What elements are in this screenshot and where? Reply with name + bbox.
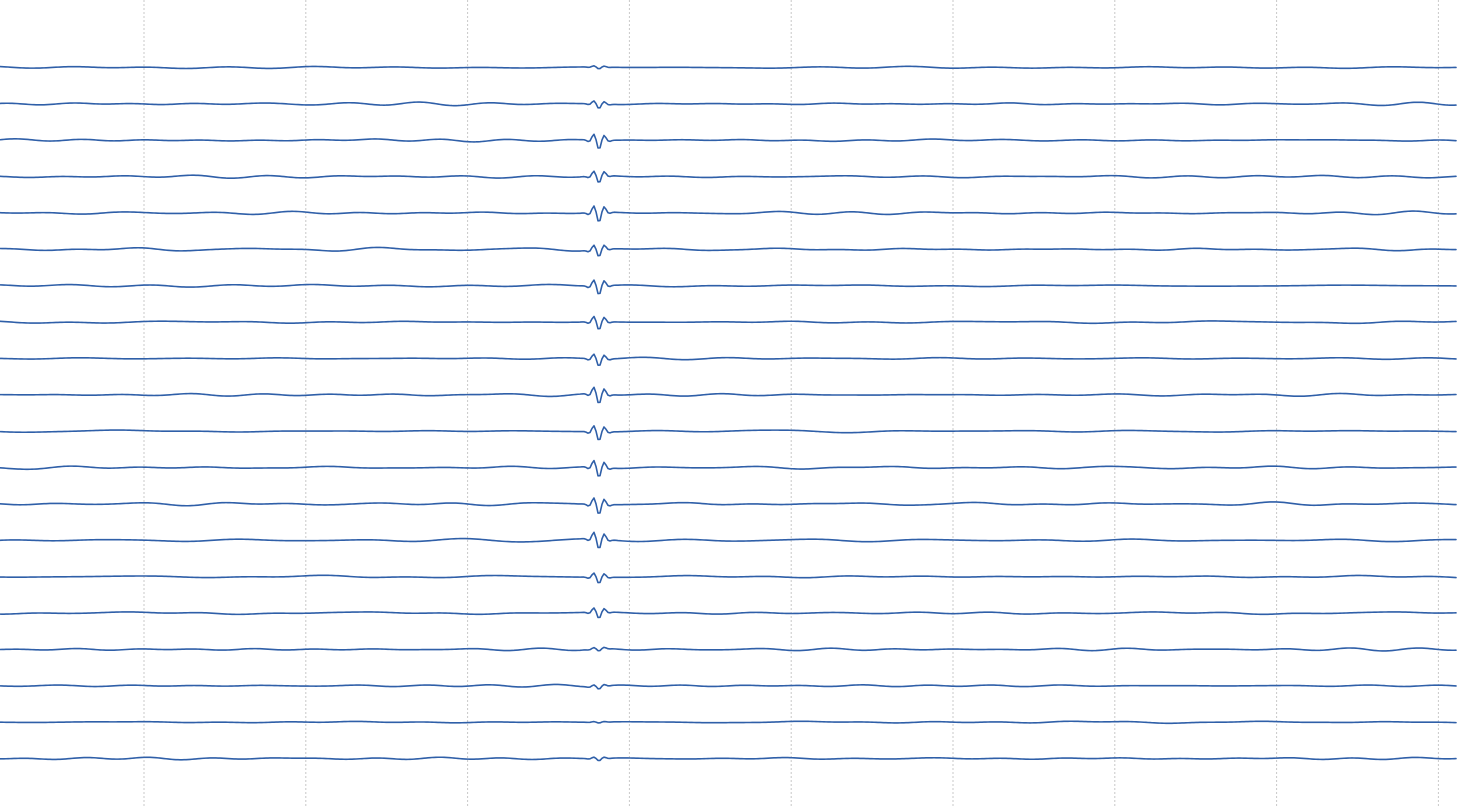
channel-trace-10	[0, 386, 1457, 404]
channel-trace-1	[0, 65, 1457, 70]
channel-trace-5	[0, 205, 1457, 222]
channel-trace-2	[0, 100, 1457, 109]
channel-trace-7	[0, 279, 1457, 295]
channel-trace-9	[0, 353, 1457, 366]
channel-trace-6	[0, 244, 1457, 257]
channel-trace-8	[0, 315, 1457, 330]
channel-trace-18	[0, 683, 1457, 690]
channel-traces	[0, 65, 1457, 762]
channel-trace-19	[0, 720, 1457, 725]
channel-trace-20	[0, 756, 1457, 762]
channel-trace-14	[0, 531, 1457, 549]
channel-trace-4	[0, 170, 1457, 183]
vertical-grid	[143, 0, 1439, 807]
channel-trace-3	[0, 133, 1457, 149]
channel-trace-17	[0, 646, 1457, 652]
channel-trace-15	[0, 572, 1457, 584]
channel-trace-11	[0, 425, 1457, 441]
channel-trace-13	[0, 497, 1457, 514]
channel-trace-16	[0, 607, 1457, 619]
channel-trace-12	[0, 459, 1457, 477]
